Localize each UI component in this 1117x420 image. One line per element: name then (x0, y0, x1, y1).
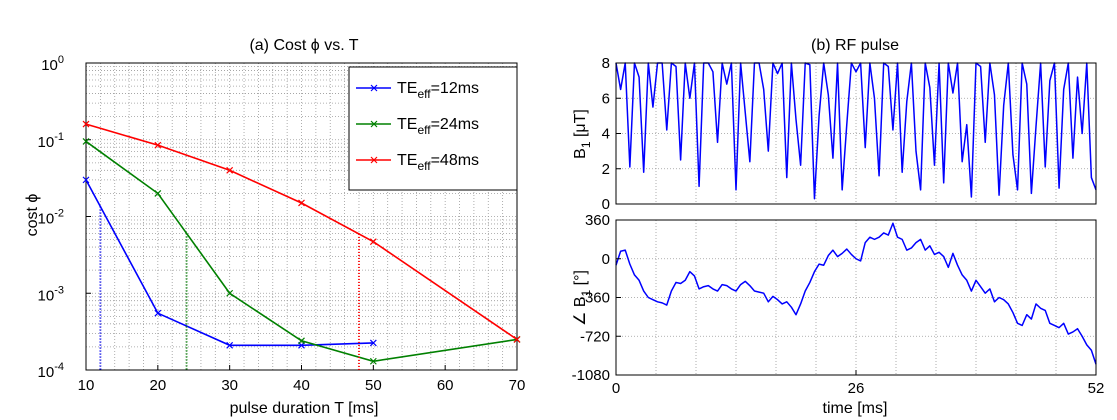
y-tick-label: 6 (602, 90, 610, 107)
rf-amplitude-subplot: 0 2 4 6 8 B1 [μT] (572, 55, 1097, 213)
x-tick-label: 60 (437, 377, 454, 394)
data-point (369, 357, 377, 365)
y-tick-label: 10-1 (38, 131, 64, 151)
data-point (226, 166, 234, 174)
x-tick-label: 40 (293, 377, 310, 394)
y-tick-label: 4 (602, 126, 610, 143)
data-point (369, 339, 377, 347)
y-tick-label: -1080 (572, 367, 610, 384)
data-point (154, 189, 162, 197)
x-tick-label: 70 (509, 377, 526, 394)
data-point (298, 199, 305, 207)
data-point (226, 289, 234, 297)
legend-marker (370, 84, 378, 92)
data-point (82, 138, 90, 145)
chart-b-title: (b) RF pulse (811, 37, 899, 54)
y-tick-label: -720 (580, 328, 610, 345)
data-point (82, 176, 90, 184)
subplot-ylabel: B1 [μT] (572, 109, 593, 159)
y-tick-label: 10-2 (38, 208, 64, 228)
legend-marker (370, 120, 378, 128)
x-tick-label: 10 (78, 377, 95, 394)
x-tick-label: 0 (612, 380, 620, 397)
series-line (85, 123, 518, 341)
x-tick-label: 20 (149, 377, 166, 394)
legend-marker (370, 156, 378, 164)
data-point (298, 337, 305, 345)
x-tick-label: 50 (365, 377, 382, 394)
series-line (615, 62, 1097, 200)
data-point (513, 336, 521, 343)
y-tick-label: 0 (602, 251, 610, 268)
y-tick-label: 10-4 (38, 361, 64, 381)
chart-b-xlabel: time [ms] (823, 400, 888, 417)
y-tick-label: 0 (602, 196, 610, 213)
cost-vs-duration-chart: (a) Cost ϕ vs. T pulse duration T [ms] c… (24, 37, 525, 417)
x-tick-label: 26 (848, 380, 865, 397)
y-tick-label: 2 (602, 161, 610, 178)
series-line (85, 140, 518, 363)
chart-a-series (82, 120, 521, 370)
data-point (82, 120, 90, 128)
series-line (615, 222, 1097, 365)
y-tick-label: 8 (602, 55, 610, 72)
data-point (226, 341, 234, 349)
chart-a-title: (a) Cost ϕ vs. T (249, 37, 358, 54)
y-tick-label: 100 (41, 54, 64, 74)
data-point (369, 238, 377, 246)
y-tick-label: -360 (580, 290, 610, 307)
y-tick-label: 360 (585, 212, 610, 229)
subplot-ylabel: ∠ B1 [°] (572, 270, 593, 326)
x-tick-label: 30 (221, 377, 238, 394)
data-point (154, 141, 162, 149)
chart-a-ylabel: cost ϕ (24, 194, 41, 237)
chart-a-xlabel: pulse duration T [ms] (230, 400, 379, 417)
x-tick-label: 52 (1088, 380, 1105, 397)
y-tick-label: 10-3 (38, 284, 64, 304)
data-point (154, 309, 162, 317)
